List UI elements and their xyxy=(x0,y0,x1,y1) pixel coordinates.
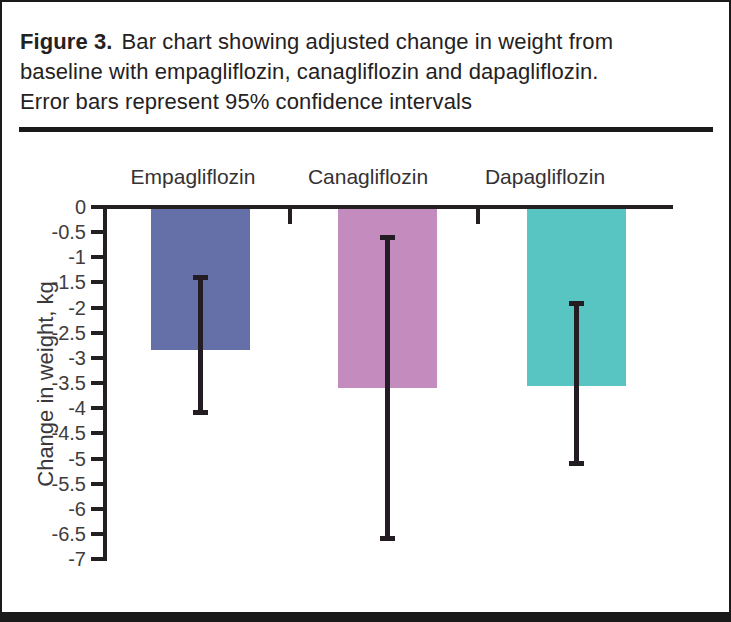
error-bar-cap-upper xyxy=(569,301,584,306)
y-tick-label: -6.5 xyxy=(28,523,86,545)
category-label-canagliflozin: Canagliflozin xyxy=(268,165,468,189)
y-tick-label: -5 xyxy=(28,448,86,470)
y-tick xyxy=(91,356,103,360)
y-tick xyxy=(91,280,103,284)
y-tick-label: -1.5 xyxy=(28,271,86,293)
y-tick-label: -2 xyxy=(28,297,86,319)
y-axis-line xyxy=(103,205,107,561)
y-tick-label: -7 xyxy=(28,548,86,570)
error-bar-cap-lower xyxy=(380,536,395,541)
y-tick-label: -3.5 xyxy=(28,372,86,394)
y-tick-label: -0.5 xyxy=(28,221,86,243)
error-bar-cap-lower xyxy=(193,410,208,415)
y-tick xyxy=(91,331,103,335)
bar-chart: Change in weight, kg EmpagliflozinCanagl… xyxy=(2,2,729,612)
error-bar-canagliflozin xyxy=(385,237,390,539)
y-tick xyxy=(91,255,103,259)
figure-panel: Figure 3.Bar chart showing adjusted chan… xyxy=(0,0,731,622)
category-label-dapagliflozin: Dapagliflozin xyxy=(445,165,645,189)
error-bar-cap-upper xyxy=(193,275,208,280)
y-tick xyxy=(91,457,103,461)
y-tick-label: 0 xyxy=(28,196,86,218)
y-tick xyxy=(91,306,103,310)
y-tick-label: -5.5 xyxy=(28,473,86,495)
y-tick-label: -1 xyxy=(28,246,86,268)
y-tick xyxy=(91,230,103,234)
x-axis-divider-tick xyxy=(476,209,480,224)
y-tick xyxy=(91,205,103,209)
y-tick xyxy=(91,532,103,536)
error-bar-cap-lower xyxy=(569,461,584,466)
y-tick-label: -2.5 xyxy=(28,322,86,344)
x-axis-line xyxy=(103,205,673,209)
y-tick xyxy=(91,381,103,385)
y-tick-label: -3 xyxy=(28,347,86,369)
x-axis-divider-tick xyxy=(288,209,292,224)
y-tick xyxy=(91,431,103,435)
y-tick xyxy=(91,482,103,486)
error-bar-empagliflozin xyxy=(198,277,203,413)
y-tick-label: -6 xyxy=(28,498,86,520)
y-tick xyxy=(91,406,103,410)
y-tick-label: -4.5 xyxy=(28,422,86,444)
error-bar-cap-upper xyxy=(380,235,395,240)
category-label-empagliflozin: Empagliflozin xyxy=(93,165,293,189)
y-tick-label: -4 xyxy=(28,397,86,419)
y-tick xyxy=(91,507,103,511)
y-tick xyxy=(91,557,103,561)
error-bar-dapagliflozin xyxy=(574,303,579,464)
